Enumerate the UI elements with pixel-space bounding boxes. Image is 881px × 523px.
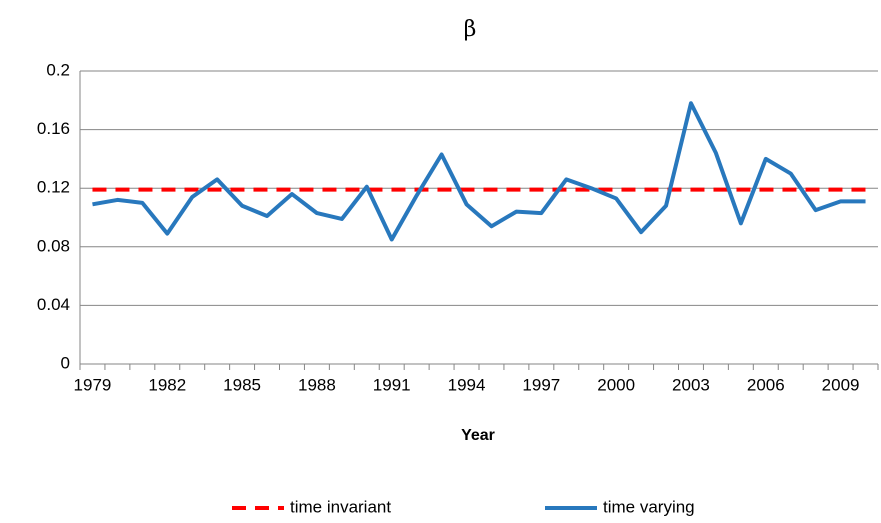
x-axis-title: Year — [461, 427, 495, 444]
x-tick-label: 2009 — [822, 375, 860, 394]
y-tick-label: 0.2 — [46, 60, 70, 79]
chart-title: β — [464, 17, 477, 42]
y-tick-label: 0.04 — [37, 295, 70, 314]
x-tick-label: 1985 — [223, 375, 261, 394]
y-tick-label: 0 — [61, 353, 70, 372]
x-tick-label: 2003 — [672, 375, 710, 394]
legend-label: time invariant — [290, 497, 391, 516]
x-tick-label: 1979 — [74, 375, 112, 394]
y-tick-label: 0.16 — [37, 119, 70, 138]
x-tick-label: 1997 — [522, 375, 560, 394]
y-tick-label: 0.12 — [37, 178, 70, 197]
x-tick-label: 1988 — [298, 375, 336, 394]
x-tick-label: 1982 — [148, 375, 186, 394]
line-series — [92, 101, 866, 242]
x-tick-label: 1991 — [373, 375, 411, 394]
x-tick-label: 1994 — [448, 375, 486, 394]
x-tick-label: 2000 — [597, 375, 635, 394]
x-tick-label: 2006 — [747, 375, 785, 394]
legend-label: time varying — [603, 497, 695, 516]
y-tick-label: 0.08 — [37, 236, 70, 255]
